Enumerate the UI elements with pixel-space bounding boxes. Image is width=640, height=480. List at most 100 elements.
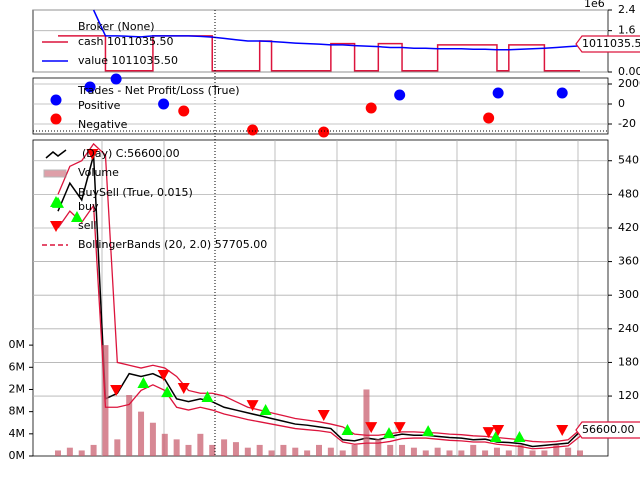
sell-marker — [492, 425, 505, 437]
volume-bar — [66, 447, 73, 456]
y-tick-label: 120 — [618, 389, 639, 402]
offset-label: 1e6 — [584, 0, 605, 10]
buy-marker — [513, 431, 526, 443]
volume-bar — [280, 444, 287, 456]
legend-swatch — [50, 221, 62, 232]
legend-entry: BollingerBands (20, 2.0) 57705.00 — [78, 238, 267, 251]
y-tick-label: 180 — [618, 355, 639, 368]
volume-bar — [529, 450, 536, 456]
legend-entry: Negative — [78, 118, 128, 131]
sell-marker — [86, 148, 99, 160]
y-tick-label: 1.6 — [618, 24, 636, 37]
volume-bar — [577, 450, 583, 456]
sell-marker — [393, 422, 406, 434]
volume-bar — [493, 447, 500, 456]
value-tag-label: 56600.00 — [582, 423, 635, 436]
volume-bar — [304, 450, 311, 456]
volume-bar — [565, 447, 572, 456]
legend-title: Broker (None) — [78, 20, 155, 33]
legend-entry: sell — [78, 219, 97, 232]
y2-tick-label: 4M — [9, 427, 26, 440]
sell-marker — [317, 410, 330, 422]
volume-bar — [78, 450, 85, 456]
sell-marker — [157, 370, 170, 382]
volume-bar — [209, 444, 216, 456]
y-tick-label: 200000 — [618, 77, 640, 90]
volume-bar — [138, 411, 145, 456]
legend-entry: Volume — [78, 166, 119, 179]
volume-bar — [517, 444, 524, 456]
volume-bar — [446, 450, 453, 456]
y2-tick-label: 6M — [9, 360, 26, 373]
volume-bar — [173, 439, 180, 456]
legend-entry: value 1011035.50 — [78, 54, 178, 67]
volume-bar — [375, 439, 382, 456]
trade-dot — [556, 87, 568, 99]
volume-bar — [268, 450, 275, 456]
series-line — [92, 9, 581, 51]
volume-bar — [55, 450, 61, 456]
volume-bar — [161, 433, 168, 456]
legend-entry: buy — [78, 200, 99, 213]
value-tag — [575, 421, 640, 439]
y-tick-label: 240 — [618, 322, 639, 335]
sell-marker — [177, 383, 190, 395]
volume-bar — [256, 444, 263, 456]
buy-marker — [489, 431, 502, 443]
series-line — [58, 35, 580, 72]
legend-swatch — [50, 196, 62, 207]
volume-bar — [185, 444, 192, 456]
legend-swatch — [45, 149, 67, 159]
trade-dot — [394, 89, 406, 101]
trade-dot — [84, 81, 96, 93]
value-tag — [575, 35, 640, 53]
volume-bar — [114, 439, 121, 456]
volume-bar — [422, 450, 429, 456]
volume-bar — [126, 395, 133, 456]
legend-swatch — [50, 113, 62, 125]
volume-bar — [470, 444, 477, 456]
volume-bar — [232, 442, 239, 456]
y-tick-label: 300 — [618, 288, 639, 301]
volume-bar — [505, 450, 512, 456]
legend-swatch — [50, 94, 62, 106]
sell-marker — [556, 425, 569, 437]
y-tick-label: 2.4 — [618, 3, 636, 16]
volume-bar — [149, 422, 156, 456]
volume-bar — [339, 450, 346, 456]
y2-tick-label: 0M — [9, 449, 26, 462]
legend-entry: Positive — [78, 99, 121, 112]
y-tick-label: 0 — [618, 97, 625, 110]
y2-tick-label: 2M — [9, 382, 26, 395]
trade-dot — [158, 98, 170, 110]
trade-dot — [110, 73, 122, 85]
volume-bar — [351, 444, 358, 456]
y-tick-label: 420 — [618, 221, 639, 234]
y-tick-label: -20 — [618, 117, 636, 130]
y-tick-label: 480 — [618, 187, 639, 200]
volume-bar — [244, 447, 251, 456]
volume-bar — [316, 444, 322, 456]
volume-bar — [434, 447, 441, 456]
volume-bar — [541, 450, 548, 456]
trade-dot — [483, 112, 495, 124]
y-tick-label: 0.00 — [618, 65, 640, 78]
buy-marker — [422, 425, 435, 437]
legend-title: Trades - Net Profit/Loss (True) — [77, 84, 240, 97]
buy-marker — [341, 424, 354, 436]
volume-bar — [387, 444, 394, 456]
buy-marker — [382, 427, 395, 439]
trade-dot — [492, 87, 504, 99]
buy-marker — [201, 391, 214, 403]
buy-marker — [259, 404, 272, 416]
volume-bar — [399, 444, 406, 456]
y-tick-label: 540 — [618, 154, 639, 167]
volume-bar — [221, 439, 228, 456]
volume-bar — [553, 444, 560, 456]
volume-bar — [410, 447, 417, 456]
trade-dot — [365, 102, 377, 114]
trade-dot — [247, 124, 259, 136]
volume-bar — [292, 447, 299, 456]
legend-entry: (Day) C:56600.00 — [82, 147, 180, 160]
